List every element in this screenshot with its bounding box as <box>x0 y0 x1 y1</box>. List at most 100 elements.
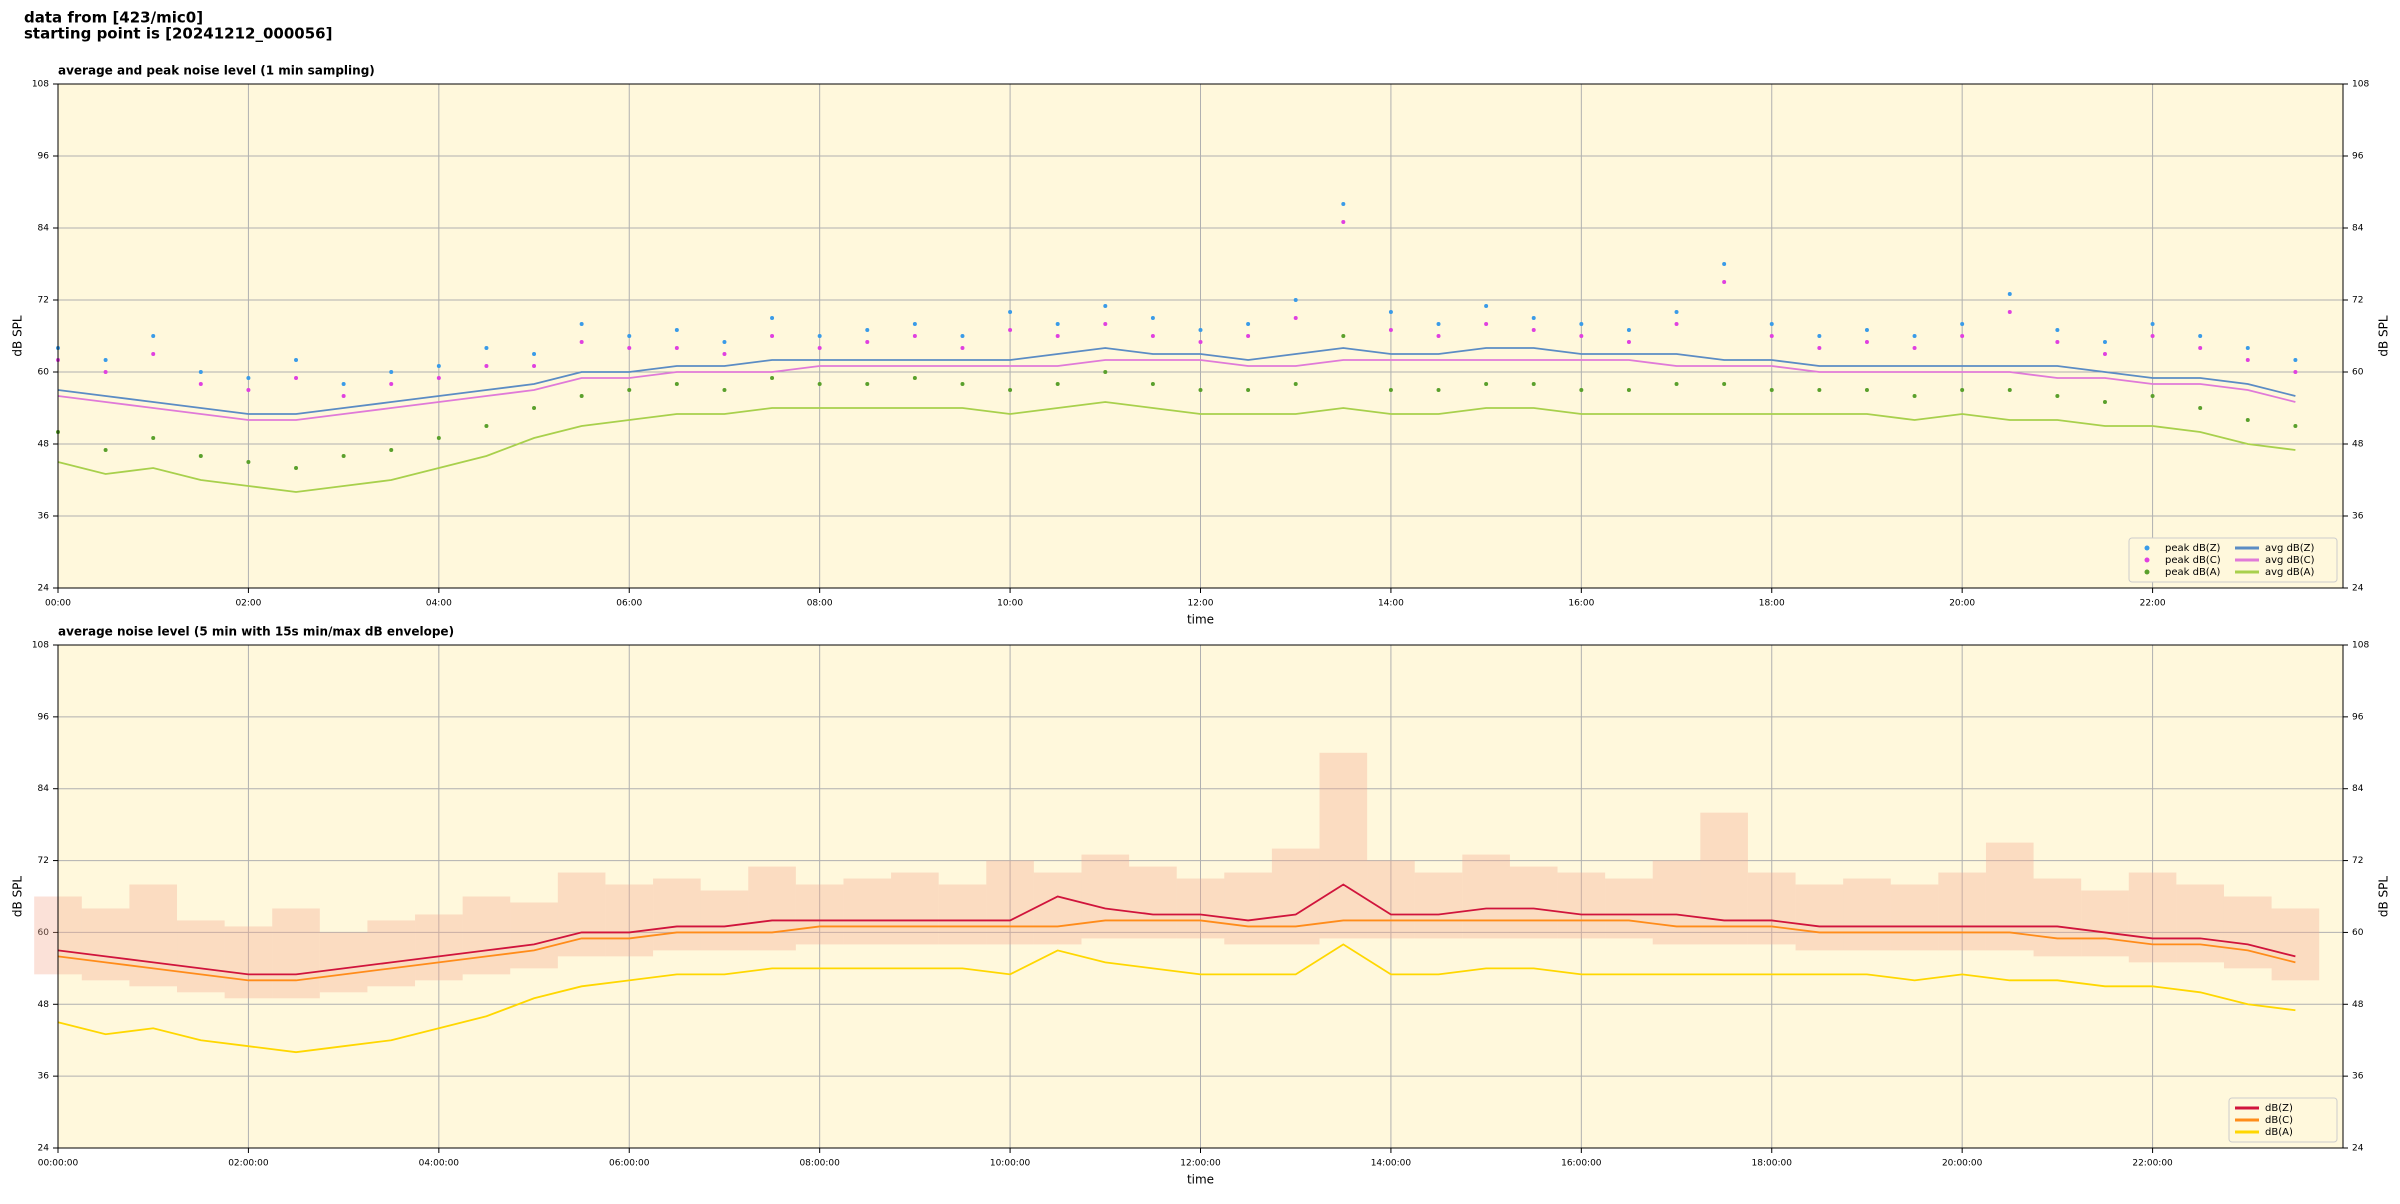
y2-tick-label: 48 <box>2352 1000 2364 1010</box>
peak-point <box>198 382 203 386</box>
envelope <box>891 872 939 945</box>
envelope <box>462 896 511 975</box>
peak-point <box>151 436 156 440</box>
y-tick-label: 72 <box>38 296 49 306</box>
y2-tick-label: 60 <box>2352 368 2364 378</box>
peak-point <box>246 376 251 380</box>
envelope <box>1747 872 1796 945</box>
peak-point <box>2055 328 2060 332</box>
peak-point <box>2198 406 2203 410</box>
peak-point <box>627 388 632 392</box>
envelope <box>748 866 796 951</box>
peak-point <box>2102 340 2107 344</box>
envelope <box>1795 884 1844 951</box>
envelope <box>1652 860 1701 945</box>
envelope <box>2176 884 2224 963</box>
envelope <box>1271 848 1320 945</box>
peak-point <box>865 328 870 332</box>
peak-point <box>1817 388 1822 392</box>
x-tick-label: 02:00 <box>235 599 261 609</box>
y2-tick-label: 108 <box>2352 641 2369 651</box>
envelope <box>1700 812 1748 945</box>
x-tick-label: 10:00:00 <box>990 1159 1031 1169</box>
peak-point <box>1293 382 1298 386</box>
peak-point <box>1722 262 1727 266</box>
peak-point <box>1769 388 1774 392</box>
envelope <box>2223 896 2272 969</box>
envelope <box>843 878 892 945</box>
legend-label: avg dB(C) <box>2265 555 2315 566</box>
peak-point <box>2293 424 2298 428</box>
y2-tick-label: 24 <box>2352 584 2364 594</box>
plot-frame <box>57 83 2344 589</box>
y-tick-label: 84 <box>38 784 50 794</box>
peak-point <box>1864 340 1869 344</box>
peak-point <box>2293 358 2298 362</box>
peak-point <box>1246 388 1251 392</box>
peak-point <box>1008 388 1013 392</box>
peak-point <box>1864 388 1869 392</box>
y2-axis-label: dB SPL <box>2377 315 2391 357</box>
envelope <box>319 932 368 993</box>
peak-point <box>1055 334 1060 338</box>
peak-point <box>1722 382 1727 386</box>
x-tick-label: 18:00:00 <box>1752 1159 1793 1169</box>
envelope <box>177 920 225 993</box>
envelope <box>653 878 701 951</box>
x-tick-label: 10:00 <box>997 599 1023 609</box>
legend-label: peak dB(A) <box>2165 567 2221 578</box>
legend-marker <box>2144 569 2150 575</box>
peak-point <box>1436 388 1441 392</box>
series-line <box>57 919 2296 982</box>
x-tick-label: 18:00 <box>1759 599 1785 609</box>
x-tick-label: 12:00 <box>1188 599 1214 609</box>
x-tick-label: 00:00 <box>45 599 71 609</box>
peak-point <box>1626 328 1631 332</box>
x-tick-label: 04:00:00 <box>419 1159 460 1169</box>
chart-title: average noise level (5 min with 15s min/… <box>58 625 454 639</box>
peak-point <box>1055 322 1060 326</box>
peak-point <box>817 334 822 338</box>
x-tick-label: 00:00:00 <box>38 1159 79 1169</box>
peak-point <box>198 370 203 374</box>
peak-point <box>2198 334 2203 338</box>
peak-point <box>2055 394 2060 398</box>
legend-label: dB(C) <box>2265 1115 2293 1126</box>
peak-point <box>912 322 917 326</box>
envelope <box>1224 872 1272 945</box>
peak-point <box>532 352 537 356</box>
peak-point <box>1341 220 1346 224</box>
peak-point <box>770 376 775 380</box>
envelope <box>795 884 844 945</box>
envelope <box>1843 878 1891 951</box>
x-tick-label: 14:00:00 <box>1371 1159 1412 1169</box>
peak-point <box>2293 370 2298 374</box>
peak-point <box>294 358 299 362</box>
peak-point <box>246 388 251 392</box>
legend-label: peak dB(Z) <box>2165 543 2221 554</box>
peak-point <box>2007 388 2012 392</box>
envelope <box>1081 854 1130 939</box>
peak-point <box>2150 322 2155 326</box>
peak-point <box>1246 334 1251 338</box>
y2-tick-label: 96 <box>2352 712 2364 722</box>
peak-point <box>1150 316 1155 320</box>
peak-point <box>389 382 394 386</box>
y2-tick-label: 36 <box>2352 512 2364 522</box>
peak-point <box>1912 334 1917 338</box>
peak-point <box>1626 388 1631 392</box>
y2-tick-label: 24 <box>2352 1144 2364 1154</box>
x-tick-label: 06:00:00 <box>609 1159 650 1169</box>
peak-point <box>103 448 108 452</box>
page-title: starting point is [20241212_000056] <box>24 25 332 43</box>
peak-point <box>151 352 156 356</box>
peak-point <box>1674 322 1679 326</box>
peak-point <box>1198 328 1203 332</box>
envelope <box>1938 872 1986 951</box>
peak-point <box>1008 328 1013 332</box>
envelope <box>1509 866 1558 939</box>
peak-point <box>1626 340 1631 344</box>
y2-tick-label: 48 <box>2352 440 2364 450</box>
y2-tick-label: 36 <box>2352 1072 2364 1082</box>
peak-point <box>1579 334 1584 338</box>
